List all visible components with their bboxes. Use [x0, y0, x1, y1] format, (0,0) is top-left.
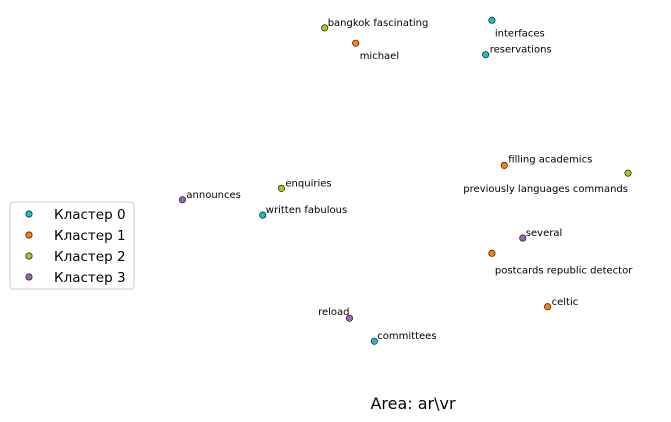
data-point [370, 337, 378, 345]
point-label: interfaces [495, 28, 545, 39]
point-label: reload [318, 307, 349, 318]
data-point [259, 211, 267, 219]
legend-label: Кластер 0 [54, 207, 126, 223]
point-label: filling academics [508, 154, 592, 165]
legend-marker [25, 210, 33, 218]
data-point [277, 184, 285, 192]
data-point [352, 39, 360, 47]
data-point [544, 303, 552, 311]
legend-entries: Кластер 0 Кластер 1 Кластер 2 Кластер 3 [25, 207, 126, 286]
data-point [488, 249, 496, 257]
point-label: enquiries [285, 178, 331, 189]
data-point [178, 196, 186, 204]
chart-caption: Area: ar\vr [370, 394, 456, 413]
point-label: committees [377, 331, 436, 342]
point-label: previously languages commands [463, 184, 628, 195]
labels-layer: interfaces reservations written fabulous co… [186, 18, 633, 342]
point-label: several [526, 228, 562, 239]
legend-label: Кластер 3 [54, 270, 126, 286]
legend-marker [25, 231, 33, 239]
data-point [500, 161, 508, 169]
legend-frame [9, 201, 135, 290]
data-point [624, 169, 632, 177]
point-label: michael [360, 51, 399, 62]
data-point [482, 51, 490, 59]
legend-marker [25, 273, 33, 281]
legend-label: Кластер 1 [54, 228, 126, 244]
point-label: bangkok fascinating [328, 18, 429, 29]
legend-label: Кластер 2 [54, 249, 126, 265]
data-point [488, 16, 496, 24]
points-layer [178, 16, 632, 345]
point-label: postcards republic detector [495, 265, 633, 276]
data-point [321, 24, 329, 32]
point-label: reservations [490, 45, 552, 56]
data-point [345, 314, 353, 322]
point-label: announces [186, 190, 240, 201]
legend: Кластер 0 Кластер 1 Кластер 2 Кластер 3 [9, 201, 135, 290]
point-label: written fabulous [266, 205, 347, 216]
point-label: celtic [552, 297, 579, 308]
data-point [519, 234, 527, 242]
legend-marker [25, 252, 33, 260]
